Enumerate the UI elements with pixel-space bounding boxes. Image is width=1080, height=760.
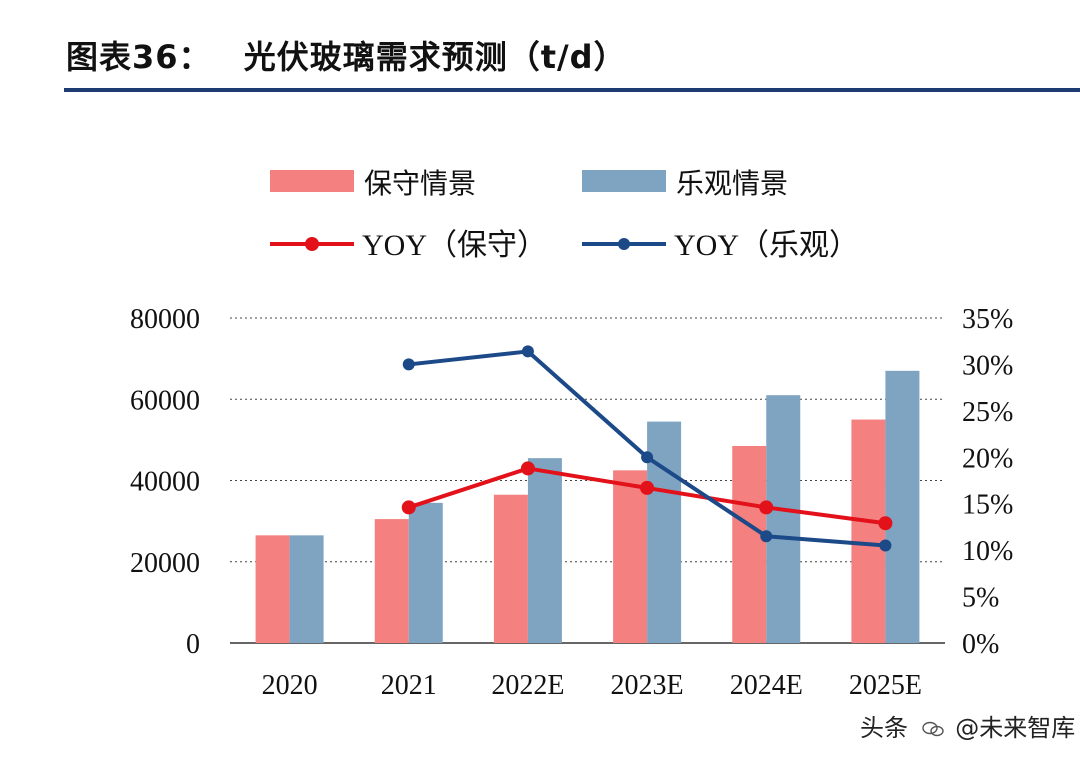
grid xyxy=(230,317,945,644)
x-tick-label: 2023E xyxy=(611,670,684,701)
legend-swatch-conservative xyxy=(270,170,354,192)
bar-optimistic xyxy=(527,458,562,643)
bar-conservative xyxy=(374,519,409,643)
bar-conservative xyxy=(851,419,886,643)
bar-conservative xyxy=(493,494,528,643)
left-axis: 0 20000 40000 60000 80000 xyxy=(130,304,200,660)
figure-title-prefix: 图表36： xyxy=(66,38,212,76)
legend-label-yoy-conservative: YOY（保守） xyxy=(362,229,547,262)
legend-marker-yoy-conservative xyxy=(305,237,319,251)
right-tick-label: 15% xyxy=(962,490,1013,521)
yoy-optimistic-point xyxy=(760,530,773,543)
legend-swatch-optimistic xyxy=(582,170,666,192)
left-tick-label: 0 xyxy=(186,629,200,660)
left-tick-label: 20000 xyxy=(130,548,200,579)
right-tick-label: 20% xyxy=(962,443,1013,474)
legend-label-conservative: 保守情景 xyxy=(364,167,476,200)
legend: 保守情景 乐观情景 YOY（保守） YOY（乐观） xyxy=(270,167,859,262)
bar-optimistic xyxy=(766,395,801,643)
legend-marker-yoy-optimistic xyxy=(618,238,630,250)
legend-label-yoy-optimistic: YOY（乐观） xyxy=(674,229,859,262)
x-tick-label: 2025E xyxy=(849,670,922,701)
bars xyxy=(255,370,920,643)
right-tick-label: 30% xyxy=(962,350,1013,381)
watermark-prefix: 头条 xyxy=(860,714,908,742)
bar-optimistic xyxy=(885,370,920,643)
x-tick-label: 2022E xyxy=(491,670,564,701)
yoy-conservative-point xyxy=(520,461,535,476)
right-tick-label: 25% xyxy=(962,397,1013,428)
watermark-handle: @未来智库 xyxy=(955,714,1076,742)
lines xyxy=(401,345,893,552)
bar-conservative xyxy=(613,470,648,643)
legend-label-optimistic: 乐观情景 xyxy=(676,167,788,200)
left-tick-label: 60000 xyxy=(130,385,200,416)
right-tick-label: 35% xyxy=(962,304,1013,335)
yoy-conservative-point xyxy=(759,500,774,515)
right-tick-label: 10% xyxy=(962,536,1013,567)
title-rule xyxy=(64,88,1080,92)
yoy-optimistic-point xyxy=(641,451,654,464)
bar-optimistic xyxy=(408,502,443,643)
yoy-conservative-point xyxy=(878,516,893,531)
right-tick-label: 0% xyxy=(962,629,999,660)
x-axis: 2020 2021 2022E 2023E 2024E 2025E xyxy=(262,670,922,701)
right-axis: 0% 5% 10% 15% 20% 25% 30% 35% xyxy=(962,304,1013,660)
watermark: 头条 @未来智库 xyxy=(860,708,1075,743)
x-tick-label: 2024E xyxy=(730,670,803,701)
yoy-optimistic-point xyxy=(879,539,892,552)
yoy-conservative-point xyxy=(401,500,416,515)
bar-conservative xyxy=(732,445,767,643)
left-tick-label: 80000 xyxy=(130,304,200,335)
yoy-optimistic-point xyxy=(402,358,415,371)
x-tick-label: 2020 xyxy=(262,670,318,701)
x-tick-label: 2021 xyxy=(381,670,437,701)
right-tick-label: 5% xyxy=(962,583,999,614)
bar-conservative xyxy=(255,535,290,643)
figure-title-text: 光伏玻璃需求预测（t/d） xyxy=(243,38,627,76)
yoy-optimistic-point xyxy=(521,345,534,358)
figure-title: 图表36： 光伏玻璃需求预测（t/d） xyxy=(66,32,627,78)
yoy-conservative-point xyxy=(640,480,655,495)
bar-optimistic xyxy=(289,535,324,643)
wechat-icon xyxy=(921,721,944,737)
left-tick-label: 40000 xyxy=(130,467,200,498)
